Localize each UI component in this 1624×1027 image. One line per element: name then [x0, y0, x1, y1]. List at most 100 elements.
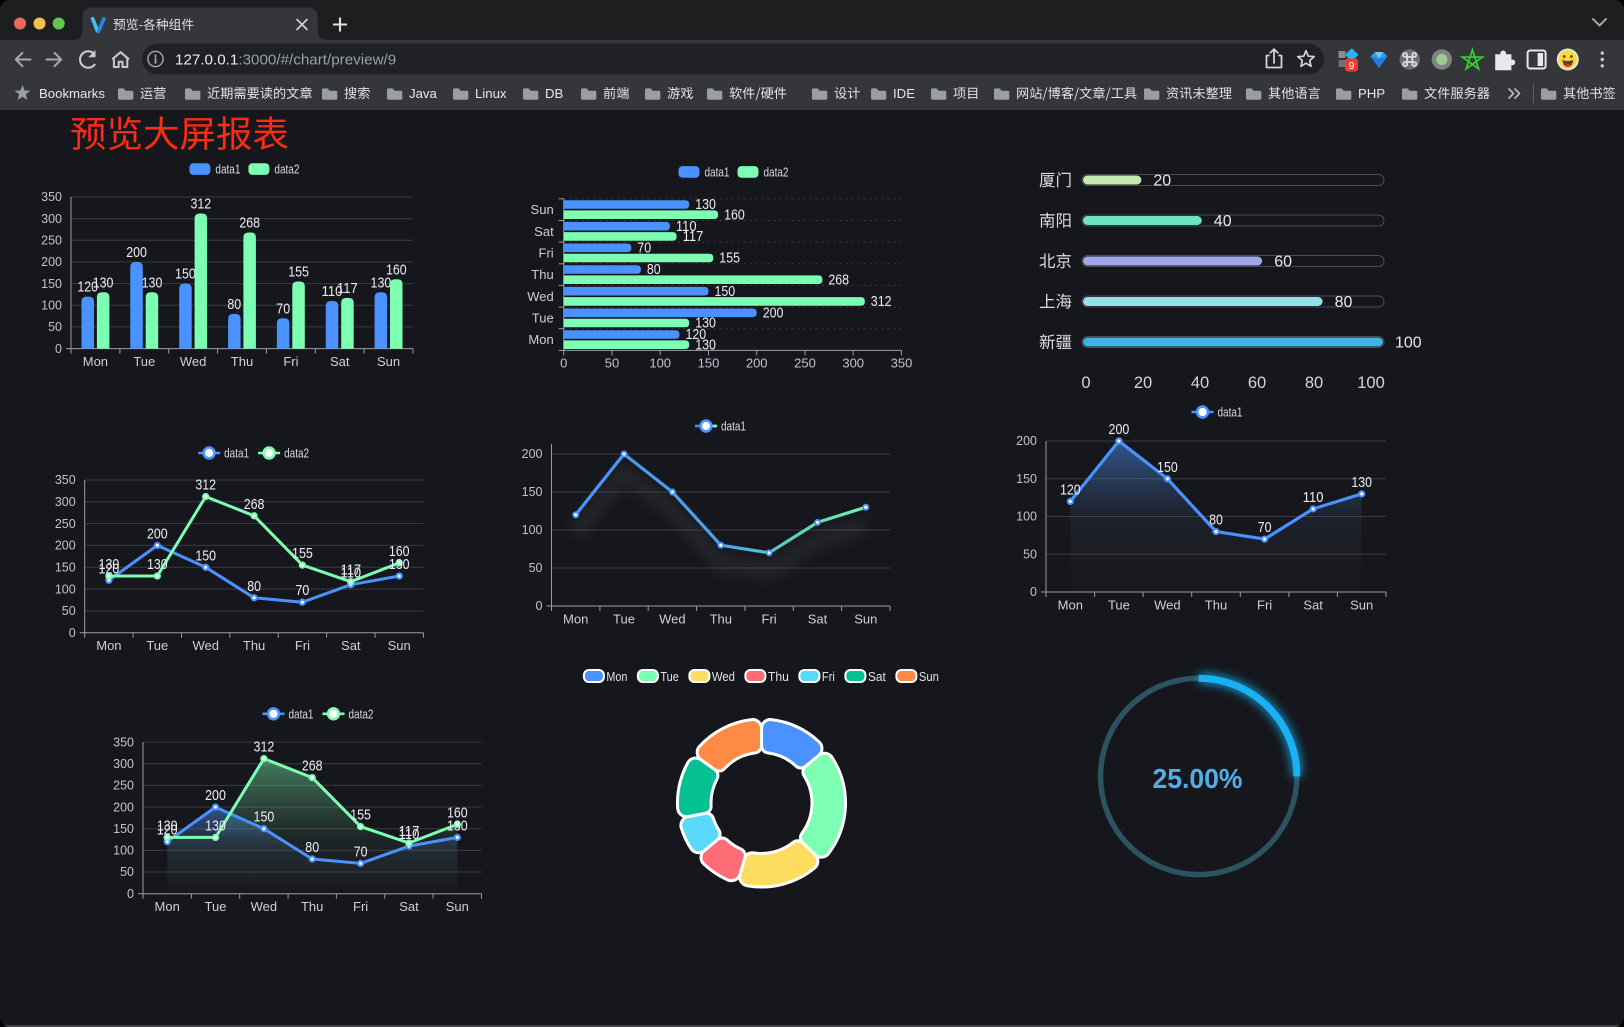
svg-text:160: 160: [447, 804, 468, 821]
svg-text:Fri: Fri: [283, 354, 298, 369]
svg-text:350: 350: [891, 355, 913, 370]
svg-text:130: 130: [695, 316, 716, 332]
svg-text:110: 110: [676, 219, 697, 235]
svg-text:Tue: Tue: [660, 669, 679, 684]
svg-text:data2: data2: [284, 446, 309, 461]
svg-text:IDE: IDE: [893, 86, 915, 101]
svg-text:60: 60: [1274, 254, 1292, 271]
svg-text:250: 250: [55, 517, 76, 531]
svg-text:350: 350: [55, 473, 76, 487]
svg-text:DB: DB: [545, 86, 564, 101]
svg-text:Sat: Sat: [341, 638, 361, 653]
svg-text:268: 268: [244, 496, 265, 513]
svg-text:117: 117: [337, 280, 358, 297]
svg-text:312: 312: [871, 294, 892, 310]
svg-text:268: 268: [239, 215, 260, 232]
svg-text:50: 50: [62, 604, 76, 618]
svg-text:Sun: Sun: [388, 638, 411, 653]
svg-text:120: 120: [157, 822, 178, 839]
svg-text:200: 200: [55, 539, 76, 553]
svg-text:Thu: Thu: [243, 638, 265, 653]
svg-text:110: 110: [322, 283, 343, 300]
svg-text:50: 50: [529, 561, 543, 575]
svg-text:130: 130: [695, 197, 716, 213]
svg-text:50: 50: [1023, 548, 1037, 562]
svg-text:350: 350: [113, 735, 134, 749]
svg-text:117: 117: [399, 823, 420, 840]
svg-text:0: 0: [536, 599, 543, 613]
svg-text:312: 312: [254, 739, 275, 756]
svg-text:150: 150: [715, 284, 736, 300]
svg-text:Sun: Sun: [1350, 598, 1373, 613]
svg-text:120: 120: [99, 560, 120, 577]
svg-text:100: 100: [113, 844, 134, 858]
svg-text:Wed: Wed: [712, 669, 735, 684]
svg-text:100: 100: [649, 355, 671, 370]
svg-text:300: 300: [113, 757, 134, 771]
svg-text:50: 50: [605, 355, 619, 370]
svg-text:data2: data2: [349, 706, 374, 721]
svg-text:127.0.0.1:3000/#/chart/preview: 127.0.0.1:3000/#/chart/preview/9: [175, 52, 396, 69]
svg-text:155: 155: [350, 807, 371, 824]
svg-text:150: 150: [175, 266, 196, 283]
svg-text:300: 300: [842, 355, 864, 370]
svg-text:80: 80: [1209, 512, 1223, 529]
svg-text:100: 100: [1395, 335, 1422, 352]
svg-text:150: 150: [113, 822, 134, 836]
svg-text:0: 0: [1081, 374, 1090, 392]
svg-text:data2: data2: [274, 162, 299, 177]
svg-text:200: 200: [205, 787, 226, 804]
svg-text:150: 150: [55, 561, 76, 575]
svg-text:Tue: Tue: [133, 354, 155, 369]
svg-text:130: 130: [93, 274, 114, 291]
svg-text:Thu: Thu: [1205, 598, 1227, 613]
svg-text:70: 70: [296, 582, 310, 599]
svg-text:25.00%: 25.00%: [1153, 763, 1243, 794]
svg-text:40: 40: [1191, 374, 1209, 392]
svg-text:20: 20: [1134, 374, 1152, 392]
svg-text:Thu: Thu: [231, 354, 253, 369]
svg-text:200: 200: [1109, 421, 1130, 438]
svg-text:Sat: Sat: [1303, 598, 1323, 613]
svg-text:data1: data1: [721, 419, 746, 434]
svg-text:100: 100: [1357, 374, 1385, 392]
svg-text:200: 200: [763, 305, 784, 321]
svg-text:Thu: Thu: [531, 267, 553, 282]
svg-text:50: 50: [120, 865, 134, 879]
svg-text:Wed: Wed: [251, 899, 278, 914]
svg-text:Fri: Fri: [295, 638, 310, 653]
svg-text:150: 150: [522, 485, 543, 499]
svg-text:data1: data1: [224, 446, 249, 461]
svg-text:130: 130: [695, 337, 716, 353]
svg-text:Tue: Tue: [205, 899, 227, 914]
svg-text:155: 155: [288, 264, 309, 281]
svg-text:130: 130: [157, 817, 178, 834]
svg-text:data1: data1: [1218, 405, 1243, 420]
svg-text:120: 120: [686, 327, 707, 343]
svg-text:130: 130: [389, 556, 410, 573]
svg-text:data2: data2: [764, 164, 789, 179]
svg-text:150: 150: [195, 547, 216, 564]
svg-text:Sat: Sat: [399, 899, 419, 914]
svg-text:250: 250: [113, 779, 134, 793]
svg-text:Mon: Mon: [1058, 598, 1083, 613]
svg-text:data1: data1: [215, 162, 240, 177]
svg-text:Thu: Thu: [768, 669, 789, 684]
svg-text:268: 268: [302, 758, 323, 775]
svg-text:200: 200: [147, 525, 168, 542]
svg-text:120: 120: [77, 279, 98, 296]
svg-text:150: 150: [698, 355, 720, 370]
svg-text:Fri: Fri: [353, 899, 368, 914]
svg-text:Sun: Sun: [919, 669, 939, 684]
svg-text:80: 80: [1305, 374, 1323, 392]
svg-text:80: 80: [305, 839, 319, 856]
svg-text:Fri: Fri: [1257, 598, 1272, 613]
svg-text:Tue: Tue: [532, 310, 554, 325]
svg-text:130: 130: [1351, 474, 1372, 491]
svg-text:70: 70: [637, 240, 651, 256]
svg-text:350: 350: [41, 190, 62, 204]
svg-text:300: 300: [55, 495, 76, 509]
svg-text:Sun: Sun: [377, 354, 400, 369]
svg-text:Wed: Wed: [1154, 598, 1181, 613]
svg-text:110: 110: [340, 565, 361, 582]
